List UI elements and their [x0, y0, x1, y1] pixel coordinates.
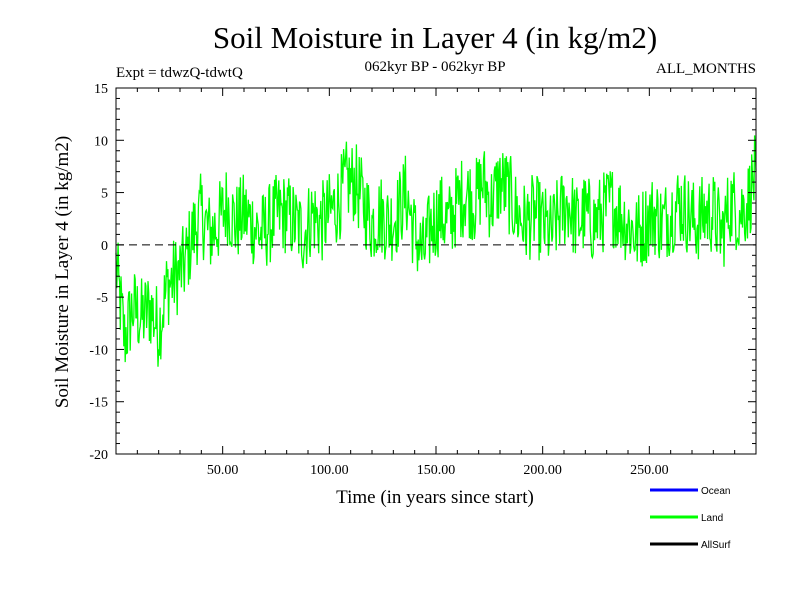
y-tick-label: 15: [94, 82, 108, 97]
y-tick-label: -20: [89, 448, 108, 463]
legend-label-land: Land: [701, 513, 723, 524]
x-tick-label: 200.00: [523, 463, 562, 478]
legend-label-ocean: Ocean: [701, 486, 730, 497]
series-line-land: [115, 135, 757, 367]
plot-area: -20 -15 -10 -5 0 5 10 15 50.00 100.00 150.00 200.00…: [89, 82, 757, 478]
chart-subtitle-center: 062kyr BP - 062kyr BP: [364, 59, 505, 75]
legend-label-allsurf: AllSurf: [701, 540, 731, 551]
y-tick-label: 10: [94, 134, 108, 149]
x-tick-label: 150.00: [417, 463, 456, 478]
x-tick-label: 250.00: [630, 463, 669, 478]
y-tick-label: 5: [101, 187, 108, 202]
y-tick-label: -10: [89, 343, 108, 358]
y-axis-label: Soil Moisture in Layer 4 (in kg/m2): [52, 136, 73, 408]
y-tick-label: -5: [96, 291, 108, 306]
chart-subtitle-left: Expt = tdwzQ-tdwtQ: [116, 65, 243, 81]
chart-subtitle-right: ALL_MONTHS: [656, 61, 756, 77]
x-tick-label: 100.00: [310, 463, 349, 478]
x-tick-label: 50.00: [207, 463, 239, 478]
legend: Ocean Land AllSurf: [650, 486, 731, 551]
x-axis-label: Time (in years since start): [336, 487, 534, 508]
axes-frame: [115, 87, 757, 455]
y-tick-label: 0: [101, 239, 108, 254]
chart-title: Soil Moisture in Layer 4 (in kg/m2): [213, 20, 657, 55]
y-tick-label: -15: [89, 396, 108, 411]
